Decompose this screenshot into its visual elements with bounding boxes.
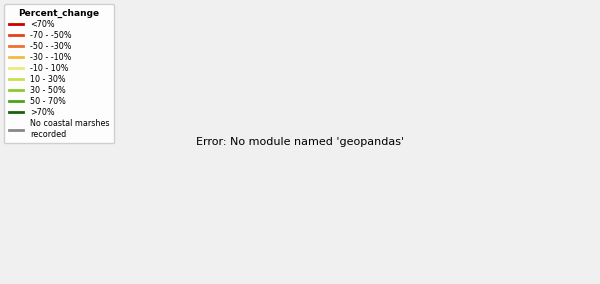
Text: Error: No module named 'geopandas': Error: No module named 'geopandas' [196,137,404,147]
Legend: <70%, -70 - -50%, -50 - -30%, -30 - -10%, -10 - 10%, 10 - 30%, 30 - 50%, 50 - 70: <70%, -70 - -50%, -50 - -30%, -30 - -10%… [4,4,114,143]
